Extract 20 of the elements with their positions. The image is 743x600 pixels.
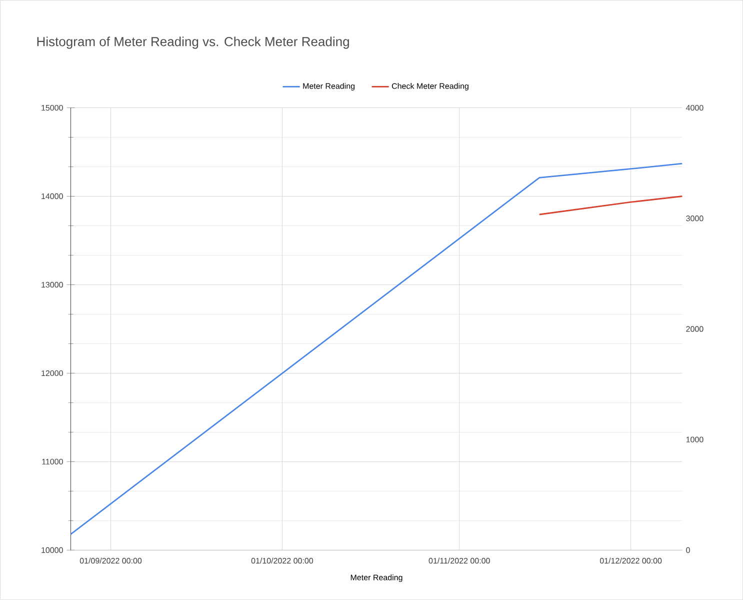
legend-label: Check Meter Reading — [392, 83, 468, 91]
y-tick-label: 15000 — [42, 105, 63, 111]
line-series — [70, 162, 682, 535]
y-tick-label: 14000 — [42, 193, 63, 200]
chart-title: Histogram of Meter Reading vs. Check Meter Reading — [37, 36, 349, 49]
y2-tick-label: 4000 — [686, 105, 704, 111]
x-tick-label: 01/11/2022 00:00 — [428, 558, 490, 564]
x-tick-label: 01/12/2022 00:00 — [600, 558, 662, 564]
y2-tick-label: 1000 — [686, 436, 704, 442]
y-tick-label: 12000 — [42, 370, 63, 376]
y2-tick-label: 0 — [686, 547, 690, 554]
y2-tick-label: 2000 — [686, 326, 704, 332]
legend-label: Meter Reading — [303, 83, 355, 91]
x-tick-label: 01/10/2022 00:00 — [251, 558, 314, 564]
y-tick-label: 13000 — [42, 282, 63, 288]
x-axis-title: Meter Reading — [350, 574, 402, 582]
y-tick-label: 10000 — [42, 547, 63, 554]
y2-tick-label: 3000 — [686, 216, 704, 222]
y-tick-label: 11000 — [42, 458, 63, 465]
x-tick-label: 01/09/2022 00:00 — [80, 558, 142, 564]
